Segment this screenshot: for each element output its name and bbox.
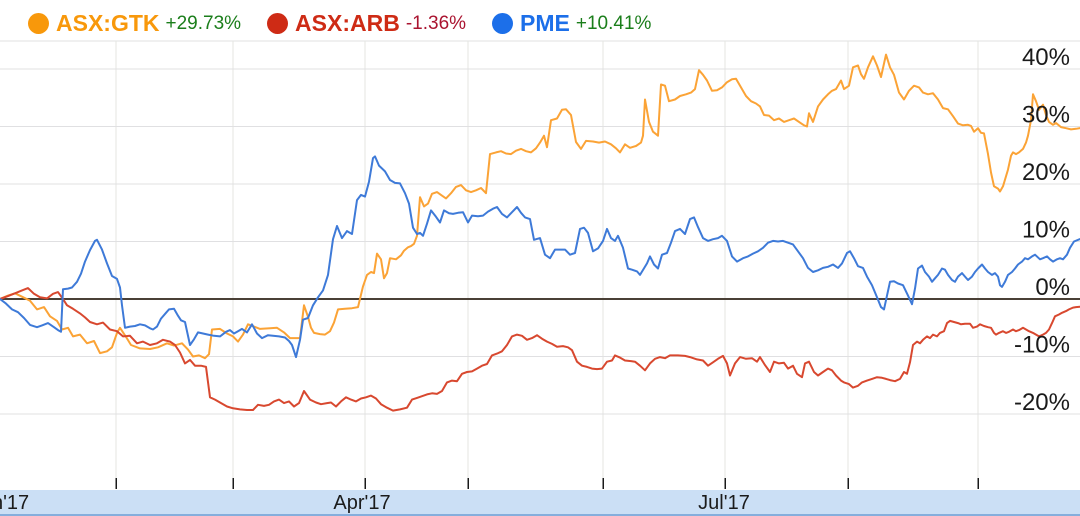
chart-legend: ASX:GTK +29.73% ASX:ARB -1.36% PME +10.4… xyxy=(28,8,662,38)
y-axis-label: 40% xyxy=(1022,44,1070,71)
ticker-symbol: PME xyxy=(520,9,570,36)
x-axis-date-label: Jul'17 xyxy=(698,492,750,514)
y-axis-label: 10% xyxy=(1022,217,1070,244)
series-color-dot-icon xyxy=(267,12,289,34)
series-color-dot-icon xyxy=(28,12,49,34)
ticker-change-percent: -1.36% xyxy=(405,12,467,34)
ticker-symbol: ASX:ARB xyxy=(295,9,400,36)
ticker-symbol: ASX:GTK xyxy=(56,9,160,36)
series-color-dot-icon xyxy=(492,12,514,34)
y-axis-label: -20% xyxy=(1014,389,1070,416)
timeline-scrollbar[interactable]: Jan'17 Apr'17 Jul'17 xyxy=(0,490,1080,516)
ticker-change-percent: +10.41% xyxy=(575,12,652,34)
ticker-change-percent: +29.73% xyxy=(165,12,242,34)
legend-item-asx-gtk[interactable]: ASX:GTK +29.73% xyxy=(28,9,242,36)
series-line-pme xyxy=(0,155,1080,359)
series-line-asx-arb xyxy=(0,287,1080,412)
series-line-asx-gtk xyxy=(0,53,1080,360)
legend-item-pme[interactable]: PME +10.41% xyxy=(492,9,652,36)
x-axis-date-label: Jan'17 xyxy=(0,492,30,514)
y-axis-label: 30% xyxy=(1022,102,1070,129)
y-axis-label: 0% xyxy=(1035,274,1070,301)
y-axis-label: 20% xyxy=(1022,159,1070,186)
legend-item-asx-arb[interactable]: ASX:ARB -1.36% xyxy=(267,9,467,36)
x-axis-date-label: Apr'17 xyxy=(333,492,391,514)
y-axis-label: -10% xyxy=(1014,332,1070,359)
